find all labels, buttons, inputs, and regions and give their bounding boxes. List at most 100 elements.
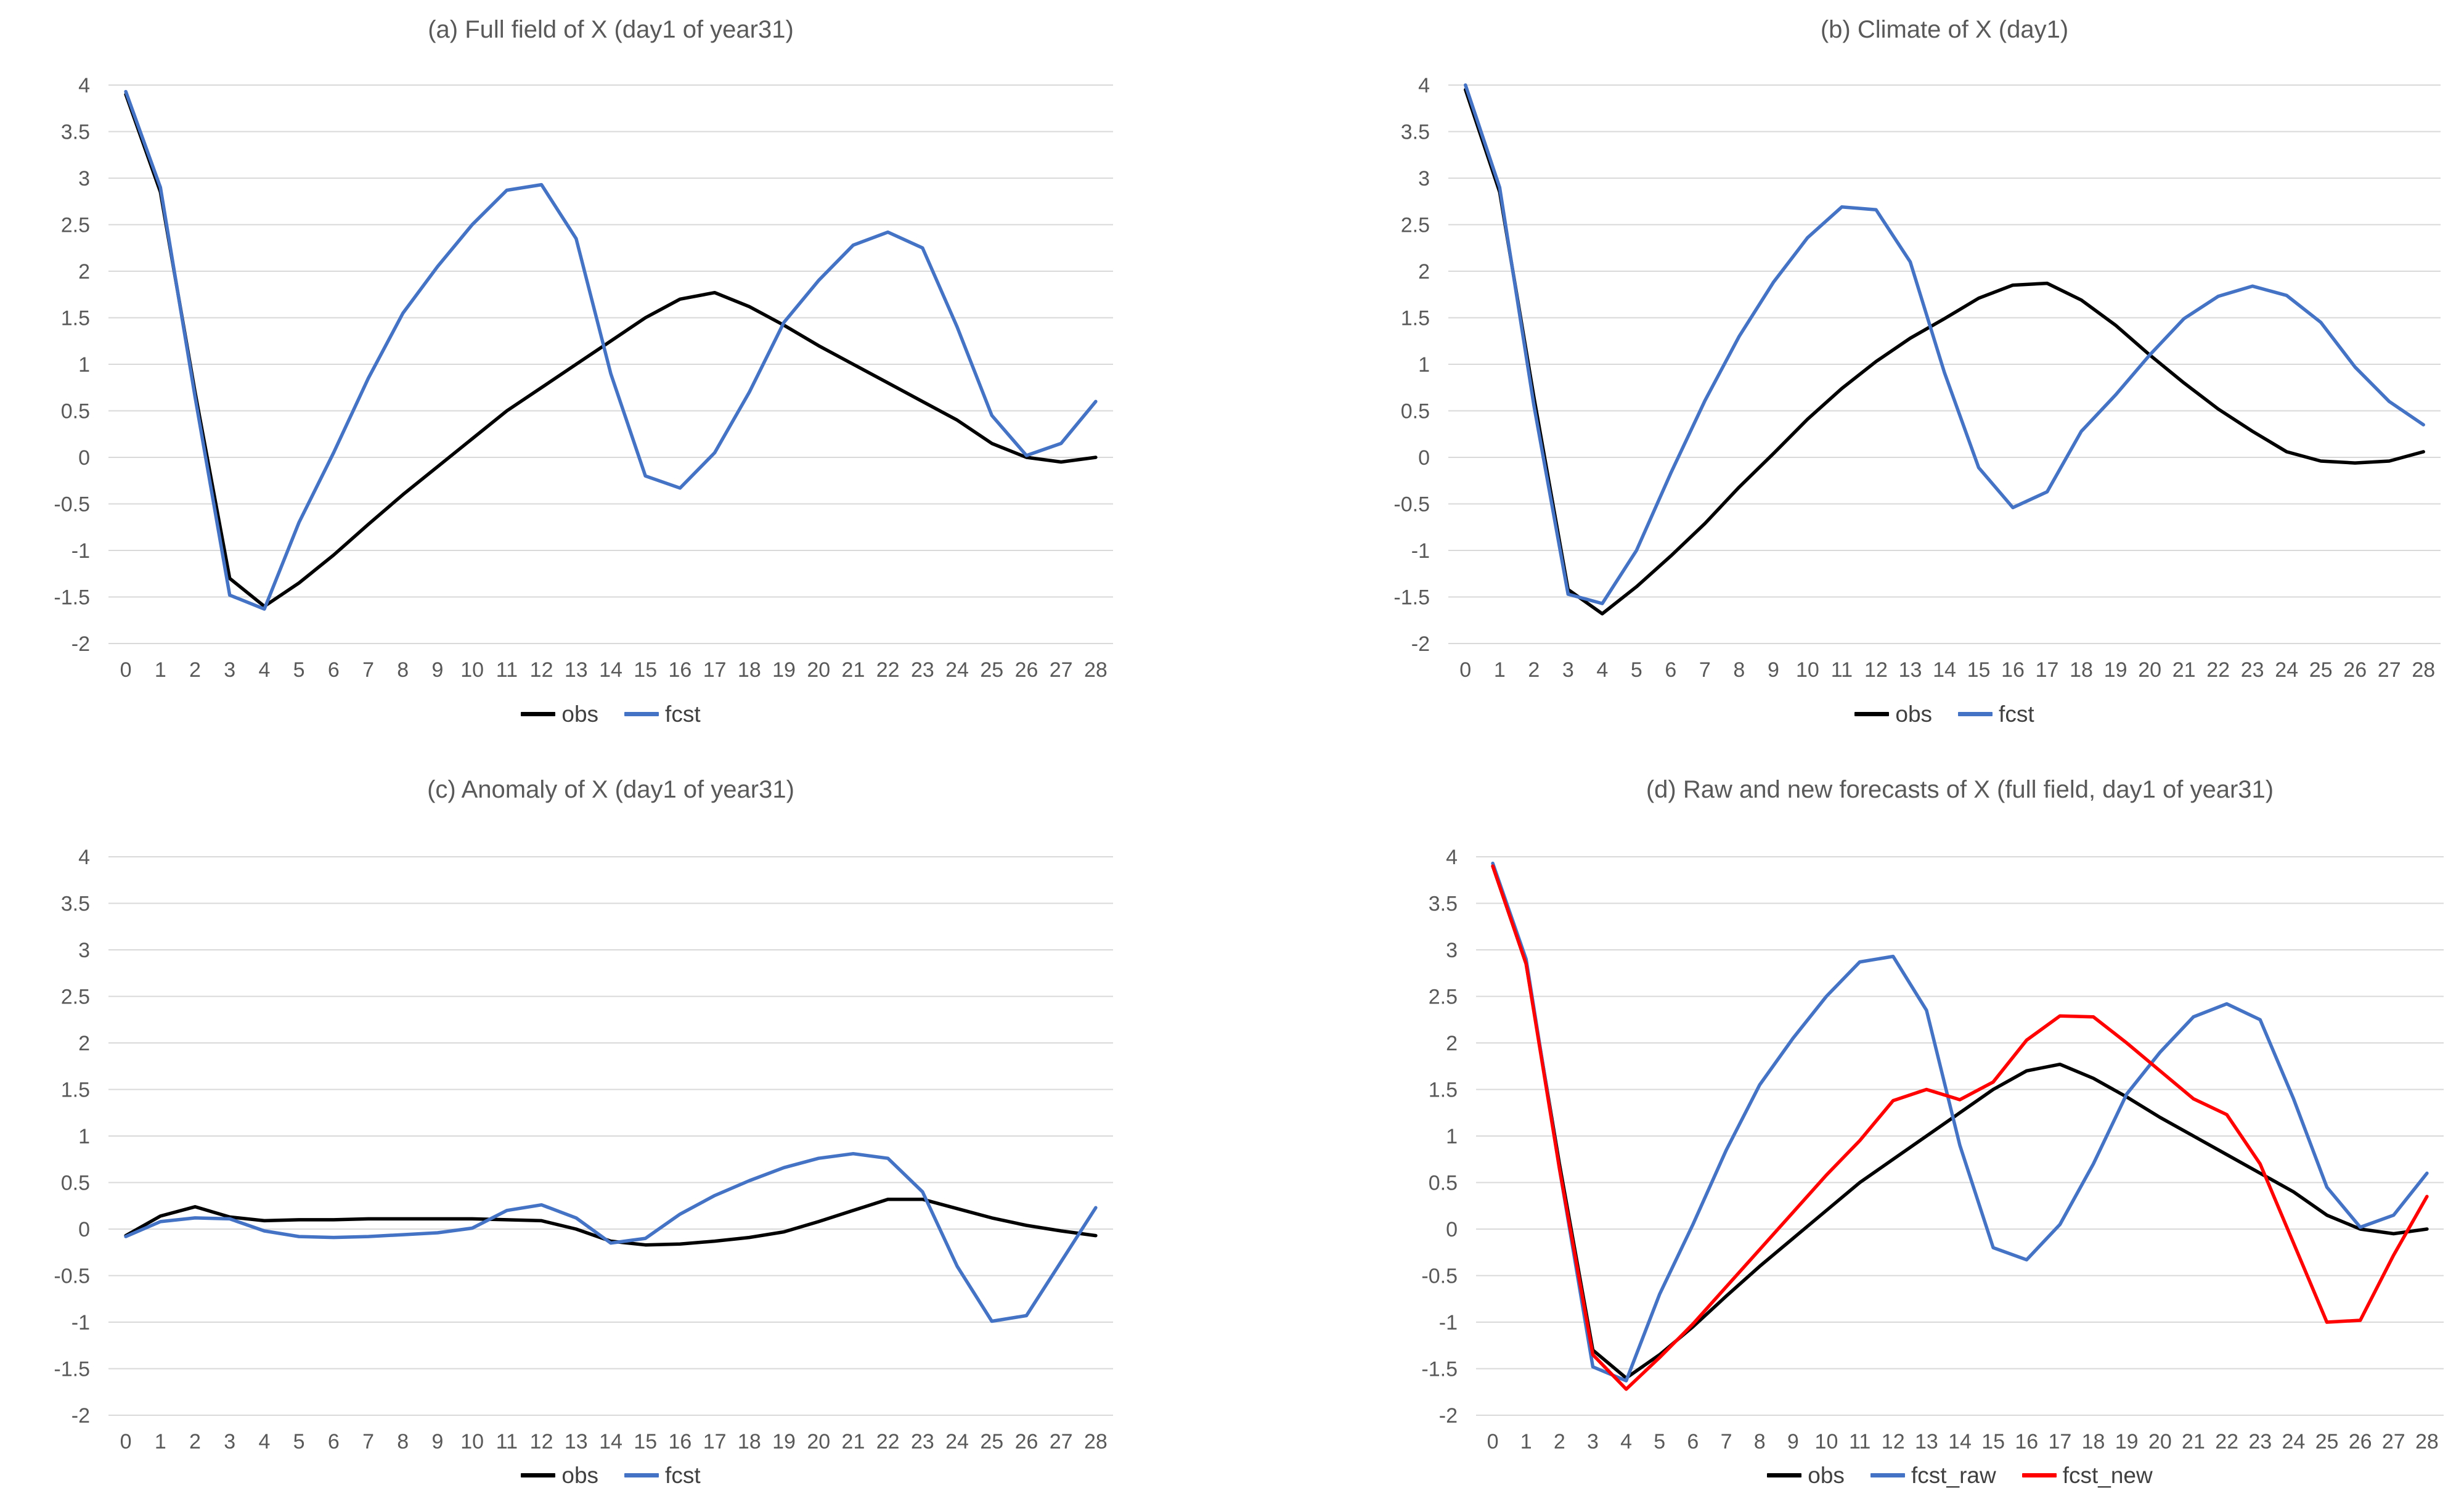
x-tick-label: 28 bbox=[1084, 1430, 1108, 1453]
x-tick-label: 12 bbox=[1864, 658, 1888, 682]
x-tick-label: 19 bbox=[772, 1430, 796, 1453]
chart-legend-d: obs fcst_raw fcst_new bbox=[1476, 1464, 2444, 1487]
x-tick-label: 8 bbox=[1754, 1430, 1766, 1453]
y-tick-label: 2.5 bbox=[1429, 985, 1458, 1008]
x-tick-label: 16 bbox=[2001, 658, 2025, 682]
y-tick-label: -1.5 bbox=[1421, 1357, 1458, 1381]
x-tick-label: 2 bbox=[1554, 1430, 1565, 1453]
x-tick-label: 25 bbox=[980, 1430, 1003, 1453]
legend-item-fcst_new: fcst_new bbox=[2021, 1463, 2153, 1488]
x-tick-label: 17 bbox=[2048, 1430, 2071, 1453]
legend-label: obs bbox=[1808, 1463, 1845, 1488]
x-tick-label: 26 bbox=[2343, 658, 2367, 682]
x-tick-label: 20 bbox=[807, 1430, 830, 1453]
legend-dash-icon bbox=[624, 712, 659, 716]
legend-item-obs: obs bbox=[1854, 703, 1932, 725]
y-tick-label: 3.5 bbox=[61, 892, 90, 915]
x-tick-label: 1 bbox=[1520, 1430, 1532, 1453]
y-tick-label: -0.5 bbox=[54, 492, 90, 516]
x-tick-label: 12 bbox=[1882, 1430, 1905, 1453]
x-tick-label: 15 bbox=[1981, 1430, 2005, 1453]
y-tick-label: 3.5 bbox=[1429, 892, 1458, 915]
y-tick-label: 0.5 bbox=[1429, 1171, 1458, 1195]
x-tick-label: 2 bbox=[189, 1430, 201, 1453]
x-tick-label: 2 bbox=[1528, 658, 1540, 682]
y-tick-label: -1 bbox=[71, 539, 90, 563]
x-tick-label: 18 bbox=[738, 1430, 761, 1453]
x-tick-label: 14 bbox=[1933, 658, 1956, 682]
x-tick-label: 5 bbox=[293, 658, 305, 682]
y-tick-label: 2 bbox=[1446, 1032, 1458, 1055]
x-tick-label: 22 bbox=[876, 1430, 900, 1453]
y-tick-label: -0.5 bbox=[1393, 492, 1430, 516]
x-tick-label: 24 bbox=[945, 1430, 969, 1453]
x-tick-label: 9 bbox=[1787, 1430, 1799, 1453]
x-tick-label: 23 bbox=[2248, 1430, 2272, 1453]
x-tick-label: 5 bbox=[1654, 1430, 1665, 1453]
x-tick-label: 21 bbox=[842, 1430, 865, 1453]
y-tick-label: 1.5 bbox=[1401, 306, 1430, 330]
series-line-obs bbox=[1491, 864, 2429, 1380]
y-tick-label: -1.5 bbox=[1393, 586, 1430, 609]
chart-legend-a: obs fcst bbox=[108, 703, 1113, 725]
x-tick-label: 19 bbox=[2115, 1430, 2139, 1453]
legend-label: obs bbox=[1895, 701, 1933, 727]
legend-label: fcst_new bbox=[2062, 1463, 2153, 1488]
y-tick-label: -2 bbox=[71, 632, 90, 656]
legend-dash-icon bbox=[521, 712, 556, 716]
x-tick-label: 4 bbox=[258, 1430, 270, 1453]
legend-dash-icon bbox=[1870, 1473, 1905, 1477]
y-tick-label: 3.5 bbox=[1401, 120, 1430, 144]
series-line-fcst bbox=[124, 1151, 1098, 1323]
y-tick-label: 2 bbox=[78, 1032, 90, 1055]
x-tick-label: 17 bbox=[703, 1430, 727, 1453]
x-tick-label: 3 bbox=[1587, 1430, 1599, 1453]
x-tick-label: 1 bbox=[155, 1430, 166, 1453]
x-tick-label: 0 bbox=[1459, 658, 1471, 682]
y-tick-label: 3.5 bbox=[61, 120, 90, 144]
x-tick-label: 8 bbox=[397, 1430, 409, 1453]
y-tick-label: 2.5 bbox=[61, 213, 90, 237]
x-tick-label: 27 bbox=[2378, 658, 2401, 682]
x-tick-label: 16 bbox=[668, 1430, 691, 1453]
legend-item-obs: obs bbox=[1767, 1464, 1845, 1487]
x-tick-label: 18 bbox=[2082, 1430, 2105, 1453]
legend-dash-icon bbox=[2021, 1473, 2057, 1477]
y-tick-label: 1.5 bbox=[61, 306, 90, 330]
legend-item-obs: obs bbox=[521, 1464, 598, 1487]
x-tick-label: 25 bbox=[980, 658, 1003, 682]
y-tick-label: -2 bbox=[71, 1404, 90, 1428]
chart-legend-c: obs fcst bbox=[108, 1464, 1113, 1487]
x-tick-label: 7 bbox=[1699, 658, 1711, 682]
x-tick-label: 14 bbox=[599, 1430, 622, 1453]
legend-dash-icon bbox=[1767, 1473, 1802, 1477]
x-tick-label: 3 bbox=[224, 1430, 235, 1453]
series-line-fcst_new bbox=[1491, 864, 2429, 1391]
y-tick-label: -2 bbox=[1439, 1404, 1458, 1428]
chart-panel-d: (d) Raw and new forecasts of X (full fie… bbox=[1232, 756, 2464, 1512]
x-tick-label: 0 bbox=[1487, 1430, 1499, 1453]
x-tick-label: 10 bbox=[1815, 1430, 1838, 1453]
y-tick-label: 4 bbox=[78, 74, 90, 97]
x-tick-label: 20 bbox=[2148, 1430, 2172, 1453]
chart-canvas-c: 43.532.521.510.50-0.5-1-1.5-20 1 2 3 4 5 6 7 8 9 1… bbox=[54, 846, 1113, 1453]
y-tick-label: 3 bbox=[1418, 167, 1430, 190]
y-tick-label: -1 bbox=[1439, 1311, 1458, 1334]
x-tick-label: 23 bbox=[911, 1430, 934, 1453]
x-tick-label: 11 bbox=[1831, 658, 1853, 682]
x-tick-label: 28 bbox=[1084, 658, 1108, 682]
x-tick-label: 11 bbox=[496, 658, 518, 682]
legend-label: obs bbox=[561, 701, 599, 727]
x-tick-label: 21 bbox=[2182, 1430, 2205, 1453]
chart-canvas-b: 43.532.521.510.50-0.5-1-1.5-20 1 2 3 4 5 6 7 8 9 1… bbox=[1393, 74, 2441, 682]
x-tick-label: 8 bbox=[1733, 658, 1745, 682]
legend-dash-icon bbox=[521, 1473, 556, 1477]
chart-canvas-a: 43.532.521.510.50-0.5-1-1.5-20 1 2 3 4 5 6 7 8 9 1… bbox=[54, 74, 1113, 682]
y-tick-label: 1 bbox=[78, 1125, 90, 1148]
series-line-fcst bbox=[1464, 83, 2425, 605]
chart-title-c: (c) Anomaly of X (day1 of year31) bbox=[427, 776, 794, 803]
x-tick-label: 5 bbox=[1631, 658, 1642, 682]
x-tick-label: 11 bbox=[1849, 1430, 1870, 1453]
x-tick-label: 4 bbox=[1620, 1430, 1632, 1453]
